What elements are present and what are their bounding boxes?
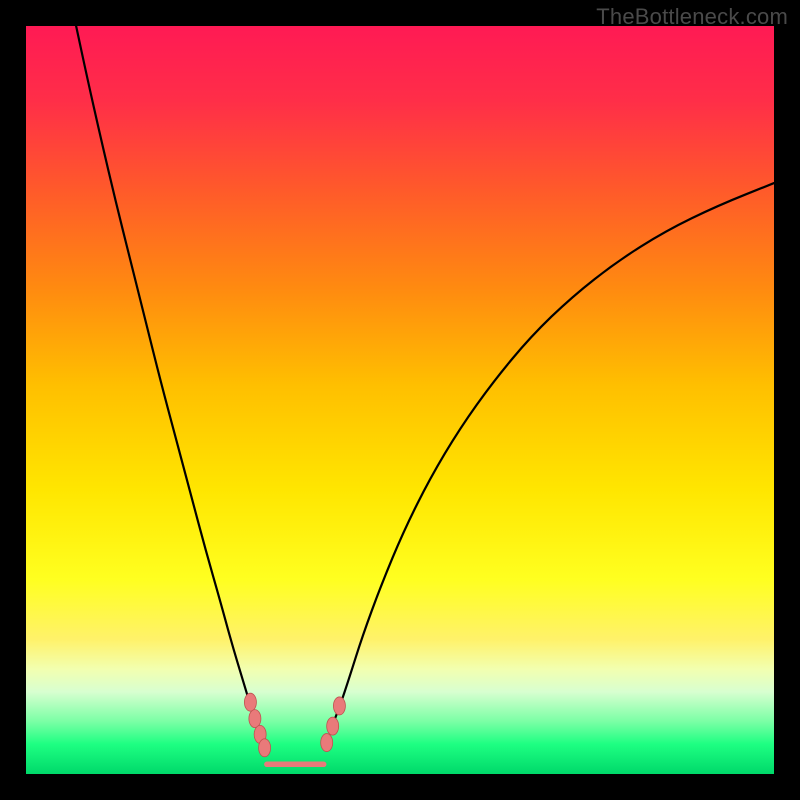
marker-left	[259, 739, 271, 757]
marker-left	[249, 710, 261, 728]
chart-svg	[0, 0, 800, 800]
marker-right	[333, 697, 345, 715]
plot-background	[26, 26, 774, 774]
marker-right	[327, 717, 339, 735]
marker-right	[321, 734, 333, 752]
watermark-text: TheBottleneck.com	[596, 4, 788, 30]
chart-stage: TheBottleneck.com	[0, 0, 800, 800]
marker-left	[244, 693, 256, 711]
